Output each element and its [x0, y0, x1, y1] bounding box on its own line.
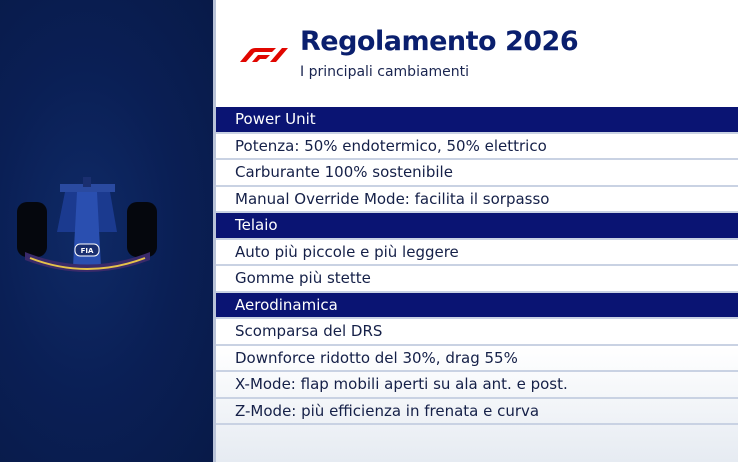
section-header-power-unit: Power Unit [216, 107, 738, 134]
list-item: Scomparsa del DRS [216, 319, 738, 346]
car-badge: FIA [81, 247, 94, 255]
list-item: Potenza: 50% endotermico, 50% elettrico [216, 134, 738, 160]
list-item: X-Mode: flap mobili aperti su ala ant. e… [216, 372, 738, 399]
list-item: Z-Mode: più efficienza in frenata e curv… [216, 399, 738, 425]
list-item: Carburante 100% sostenibile [216, 160, 738, 187]
divider [213, 0, 216, 462]
f1-logo [240, 48, 288, 62]
section-header-telaio: Telaio [216, 213, 738, 240]
section-header-aerodinamica: Aerodinamica [216, 292, 738, 319]
list-item: Auto più piccole e più leggere [216, 240, 738, 266]
list-item: Gomme più stette [216, 266, 738, 293]
list-item: Manual Override Mode: facilita il sorpas… [216, 187, 738, 213]
f1-car-image: FIA [17, 177, 157, 272]
page-title: Regolamento 2026 [300, 26, 579, 57]
rules-list: Power Unit Potenza: 50% endotermico, 50%… [216, 107, 738, 425]
list-item: Downforce ridotto del 30%, drag 55% [216, 346, 738, 372]
page-subtitle: I principali cambiamenti [300, 64, 470, 80]
car-panel: FIA [0, 0, 213, 462]
content-panel: Regolamento 2026 I principali cambiament… [216, 0, 738, 462]
